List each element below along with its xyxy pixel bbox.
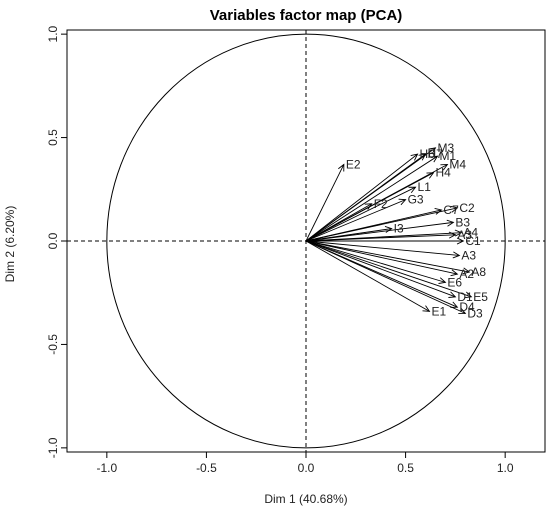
y-tick-label: -1.0	[46, 437, 60, 458]
variable-label: G3	[408, 193, 424, 207]
variable-arrow	[305, 240, 430, 312]
variable-arrowhead	[454, 229, 463, 237]
variable-arrowhead	[450, 269, 459, 277]
variable-arrowhead	[338, 163, 345, 172]
variable-arrowhead	[364, 203, 373, 210]
variable-arrow	[305, 240, 466, 314]
y-axis-label: Dim 2 (6.20%)	[3, 206, 17, 283]
variable-label: E1	[431, 304, 446, 318]
variable-label: A8	[471, 265, 486, 279]
variable-label: E2	[346, 157, 361, 171]
variable-arrow	[305, 240, 458, 275]
variable-label: H4	[435, 166, 451, 180]
y-axis-ticks: -1.0 -0.5 0.0 0.5 1.0	[46, 25, 67, 458]
x-tick-label: 0.0	[298, 461, 315, 475]
variable-arrowhead	[430, 155, 439, 163]
variable-arrow	[305, 240, 460, 256]
variable-arrowhead	[440, 163, 449, 171]
variable-arrow	[305, 240, 470, 273]
y-tick-label: -0.5	[46, 334, 60, 355]
variable-arrowhead	[384, 226, 393, 233]
variable-label: F2	[374, 197, 388, 211]
variable-arrowhead	[418, 153, 427, 161]
variable-arrowhead	[426, 172, 435, 179]
variable-label: A3	[461, 248, 476, 262]
variable-arrows	[305, 147, 473, 315]
variable-label: L1	[418, 180, 432, 194]
variable-arrowhead	[458, 307, 467, 315]
variable-arrowhead	[438, 277, 447, 284]
variable-arrowhead	[462, 267, 471, 275]
variable-arrowhead	[464, 291, 473, 299]
variable-arrowhead	[410, 153, 419, 161]
x-tick-label: 1.0	[497, 461, 514, 475]
variable-arrow	[305, 209, 442, 242]
chart-title: Variables factor map (PCA)	[210, 7, 403, 24]
variable-arrowhead	[422, 305, 431, 312]
variable-label: A3	[457, 228, 472, 242]
variable-arrowhead	[456, 237, 465, 245]
variable-label: B3	[455, 215, 470, 229]
variable-arrowhead	[434, 207, 443, 215]
y-tick-label: 1.0	[46, 25, 60, 42]
x-tick-label: -1.0	[96, 461, 117, 475]
variable-label: H6	[420, 147, 436, 161]
y-tick-label: 0.5	[46, 129, 60, 146]
variable-label: D1	[457, 290, 473, 304]
variable-label: I3	[394, 222, 404, 236]
x-tick-label: -0.5	[196, 461, 217, 475]
variable-label: D4	[459, 300, 475, 314]
variable-arrow	[305, 186, 416, 242]
y-tick-label: 0.0	[46, 232, 60, 249]
variable-arrow	[305, 153, 418, 242]
variable-arrowhead	[408, 186, 417, 194]
variable-label: D3	[467, 306, 483, 320]
variable-label: C2	[459, 201, 475, 215]
variable-arrow	[305, 228, 392, 242]
variable-arrow	[305, 203, 372, 242]
variable-label: M4	[449, 157, 466, 171]
variable-arrowhead	[452, 251, 461, 259]
variable-label: C1	[465, 234, 481, 248]
variable-label: E5	[473, 290, 488, 304]
variable-arrow	[305, 199, 406, 242]
variable-label: E6	[447, 275, 462, 289]
x-axis-label: Dim 1 (40.68%)	[264, 492, 347, 506]
variable-arrow	[305, 155, 438, 242]
variable-arrowhead	[450, 205, 459, 213]
variable-label: M3	[437, 141, 454, 155]
variable-arrowhead	[428, 147, 437, 155]
variable-arrow	[305, 221, 454, 242]
variable-label: C7	[443, 203, 459, 217]
variable-arrow	[305, 240, 456, 298]
variable-arrowhead	[398, 198, 407, 206]
variable-arrow	[305, 240, 446, 283]
variable-arrow	[305, 240, 472, 298]
variable-arrowhead	[446, 219, 455, 227]
variable-arrow	[305, 164, 345, 242]
variable-label: A4	[463, 226, 478, 240]
variable-label: M1	[439, 149, 456, 163]
variable-label: A2	[459, 267, 474, 281]
variable-arrowhead	[448, 291, 457, 298]
x-axis-ticks: -1.0 -0.5 0.0 0.5 1.0	[96, 452, 514, 475]
variable-label: H7	[428, 147, 444, 161]
variable-arrow	[305, 232, 462, 242]
correlation-circle	[106, 33, 506, 449]
x-tick-label: 0.5	[397, 461, 414, 475]
variable-arrow	[305, 153, 426, 242]
